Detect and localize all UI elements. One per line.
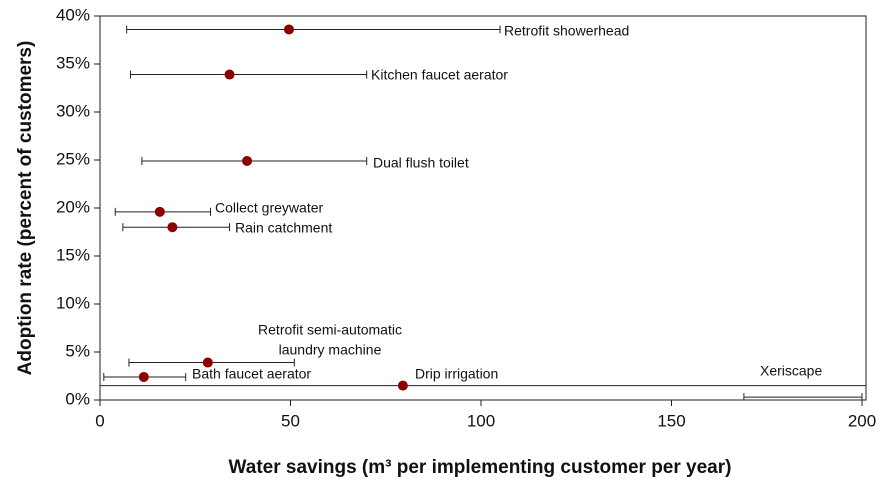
y-tick-label: 0% bbox=[65, 389, 90, 408]
point bbox=[167, 222, 178, 233]
y-tick-label: 35% bbox=[56, 53, 90, 72]
point-label: laundry machine bbox=[279, 342, 382, 358]
point-label: Bath faucet aerator bbox=[192, 366, 311, 382]
point-label: Retrofit semi-automatic bbox=[258, 322, 402, 338]
y-tick-label: 15% bbox=[56, 245, 90, 264]
y-tick-label: 25% bbox=[56, 149, 90, 168]
point bbox=[242, 155, 253, 166]
y-tick-label: 40% bbox=[56, 5, 90, 24]
x-tick-label: 50 bbox=[281, 411, 300, 430]
point-label: Kitchen faucet aerator bbox=[371, 67, 508, 83]
y-tick-label: 20% bbox=[56, 197, 90, 216]
x-axis-title: Water savings (m³ per implementing custo… bbox=[229, 457, 732, 478]
point-label: Dual flush toilet bbox=[373, 155, 469, 171]
point-label: Xeriscape bbox=[760, 363, 822, 379]
point bbox=[202, 357, 213, 368]
point bbox=[397, 380, 408, 391]
y-tick-label: 10% bbox=[56, 293, 90, 312]
x-tick-label: 200 bbox=[848, 411, 876, 430]
error-bars bbox=[100, 25, 866, 400]
point bbox=[224, 69, 235, 80]
x-tick-label: 0 bbox=[95, 411, 104, 430]
point bbox=[154, 206, 165, 217]
point-label: Drip irrigation bbox=[415, 366, 498, 382]
y-tick-label: 30% bbox=[56, 101, 90, 120]
x-tick-label: 150 bbox=[657, 411, 685, 430]
point-label: Rain catchment bbox=[235, 220, 332, 236]
y-tick-label: 5% bbox=[65, 341, 90, 360]
y-axis-title: Adoption rate (percent of customers) bbox=[15, 41, 36, 376]
point-label: Retrofit showerhead bbox=[504, 23, 629, 39]
point-label: Collect greywater bbox=[215, 200, 323, 216]
point bbox=[283, 24, 294, 35]
point bbox=[138, 371, 149, 382]
x-tick-label: 100 bbox=[467, 411, 495, 430]
